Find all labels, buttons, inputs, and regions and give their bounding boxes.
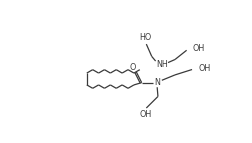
- Text: NH: NH: [155, 60, 167, 69]
- Text: OH: OH: [198, 64, 210, 73]
- Text: HO: HO: [139, 33, 151, 42]
- Text: N: N: [154, 78, 160, 87]
- Text: O: O: [130, 63, 136, 72]
- Text: OH: OH: [139, 110, 151, 119]
- Text: OH: OH: [192, 44, 204, 53]
